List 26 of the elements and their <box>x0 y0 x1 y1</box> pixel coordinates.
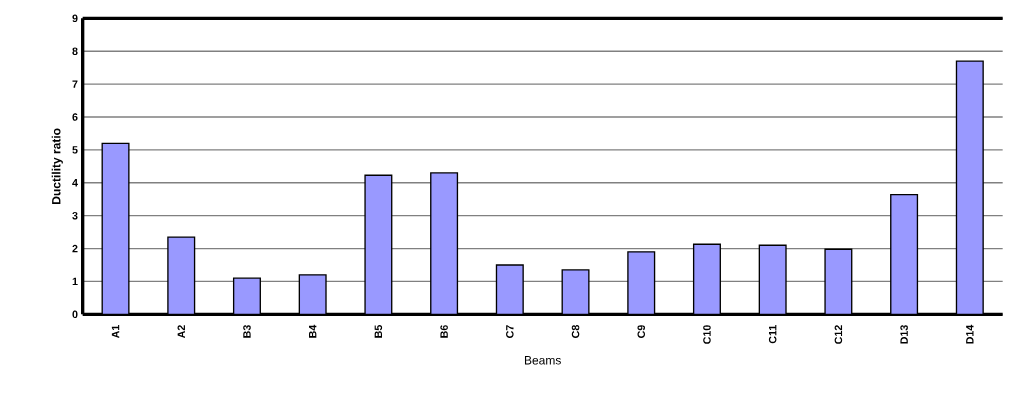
x-tick-label: C7 <box>506 325 514 338</box>
x-axis-title: Beams <box>524 356 561 365</box>
x-tick-label: C9 <box>637 325 646 338</box>
y-tick-label: 0 <box>72 310 78 319</box>
y-tick-label: 6 <box>72 113 78 121</box>
y-tick-label: 3 <box>72 211 78 220</box>
x-tick-label: B3 <box>243 325 251 338</box>
y-tick-label: 5 <box>72 146 78 154</box>
y-tick-label: 2 <box>72 244 78 253</box>
x-tick-label: C12 <box>834 325 843 344</box>
y-tick-label: 7 <box>72 80 78 88</box>
y-tick-label: 1 <box>72 277 78 286</box>
x-tick-label: A2 <box>177 325 185 339</box>
x-tick-label: C11 <box>768 325 777 344</box>
x-tick-label: C8 <box>571 325 580 338</box>
y-tick-label: 8 <box>72 47 78 56</box>
x-tick-label: A1 <box>111 325 120 339</box>
x-tick-label: B6 <box>440 325 448 338</box>
x-tick-label: C10 <box>703 325 711 344</box>
x-tick-label: B4 <box>309 324 317 338</box>
y-tick-label: 4 <box>72 179 78 187</box>
x-tick-label: D13 <box>900 325 908 344</box>
x-tick-label: D14 <box>966 324 974 344</box>
x-tick-label: B5 <box>374 325 383 338</box>
y-tick-label: 9 <box>72 14 78 23</box>
y-axis-title: Ductility ratio <box>51 128 63 204</box>
